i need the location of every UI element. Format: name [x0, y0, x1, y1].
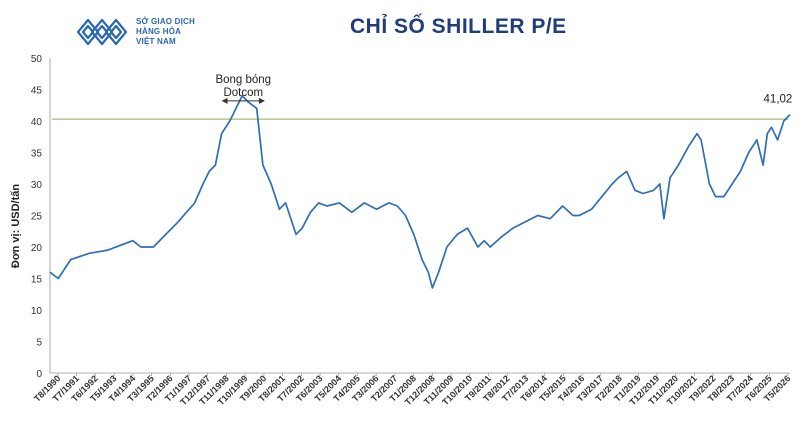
- logo-text: SỞ GIAO DỊCH HÀNG HÓA VIỆT NAM: [136, 17, 195, 47]
- y-tick-label: 10: [31, 306, 43, 317]
- arrow-left-icon: [221, 97, 228, 104]
- x-ticks: T8/1990T7/1991T6/1992T5/1993T4/1994T3/19…: [32, 373, 792, 407]
- y-tick-label: 20: [31, 243, 43, 254]
- y-tick-label: 40: [31, 117, 43, 128]
- arrow-right-icon: [258, 97, 265, 104]
- y-ticks: 0 5 10 15 20 25 30 35 40 45 50: [31, 54, 43, 380]
- logo-mark-icon: [76, 18, 128, 46]
- logo-text-line-2: HÀNG HÓA: [136, 27, 182, 36]
- series-line: [49, 94, 791, 289]
- logo-text-line-1: SỞ GIAO DỊCH: [136, 17, 196, 26]
- y-tick-label: 0: [36, 369, 42, 380]
- y-tick-label: 25: [31, 212, 43, 223]
- annotations: Bong bóng Dotcom 41,02: [215, 74, 792, 106]
- annotation-last-value: 41,02: [764, 94, 793, 106]
- y-tick-label: 30: [31, 180, 43, 191]
- annotation-bubble-line-1: Bong bóng: [215, 74, 271, 86]
- logo-text-line-3: VIỆT NAM: [136, 37, 176, 46]
- y-axis-title: Đơn vị: USD/tấn: [10, 184, 22, 268]
- y-tick-label: 15: [31, 275, 43, 286]
- y-tick-label: 45: [31, 86, 43, 97]
- y-tick-label: 35: [31, 149, 43, 160]
- annotation-bubble-line-2: Dotcom: [223, 87, 263, 99]
- logo: SỞ GIAO DỊCH HÀNG HÓA VIỆT NAM: [74, 12, 195, 52]
- y-tick-label: 5: [36, 338, 42, 349]
- y-tick-label: 50: [31, 54, 43, 65]
- chart-title: CHỈ SỐ SHILLER P/E: [350, 15, 567, 38]
